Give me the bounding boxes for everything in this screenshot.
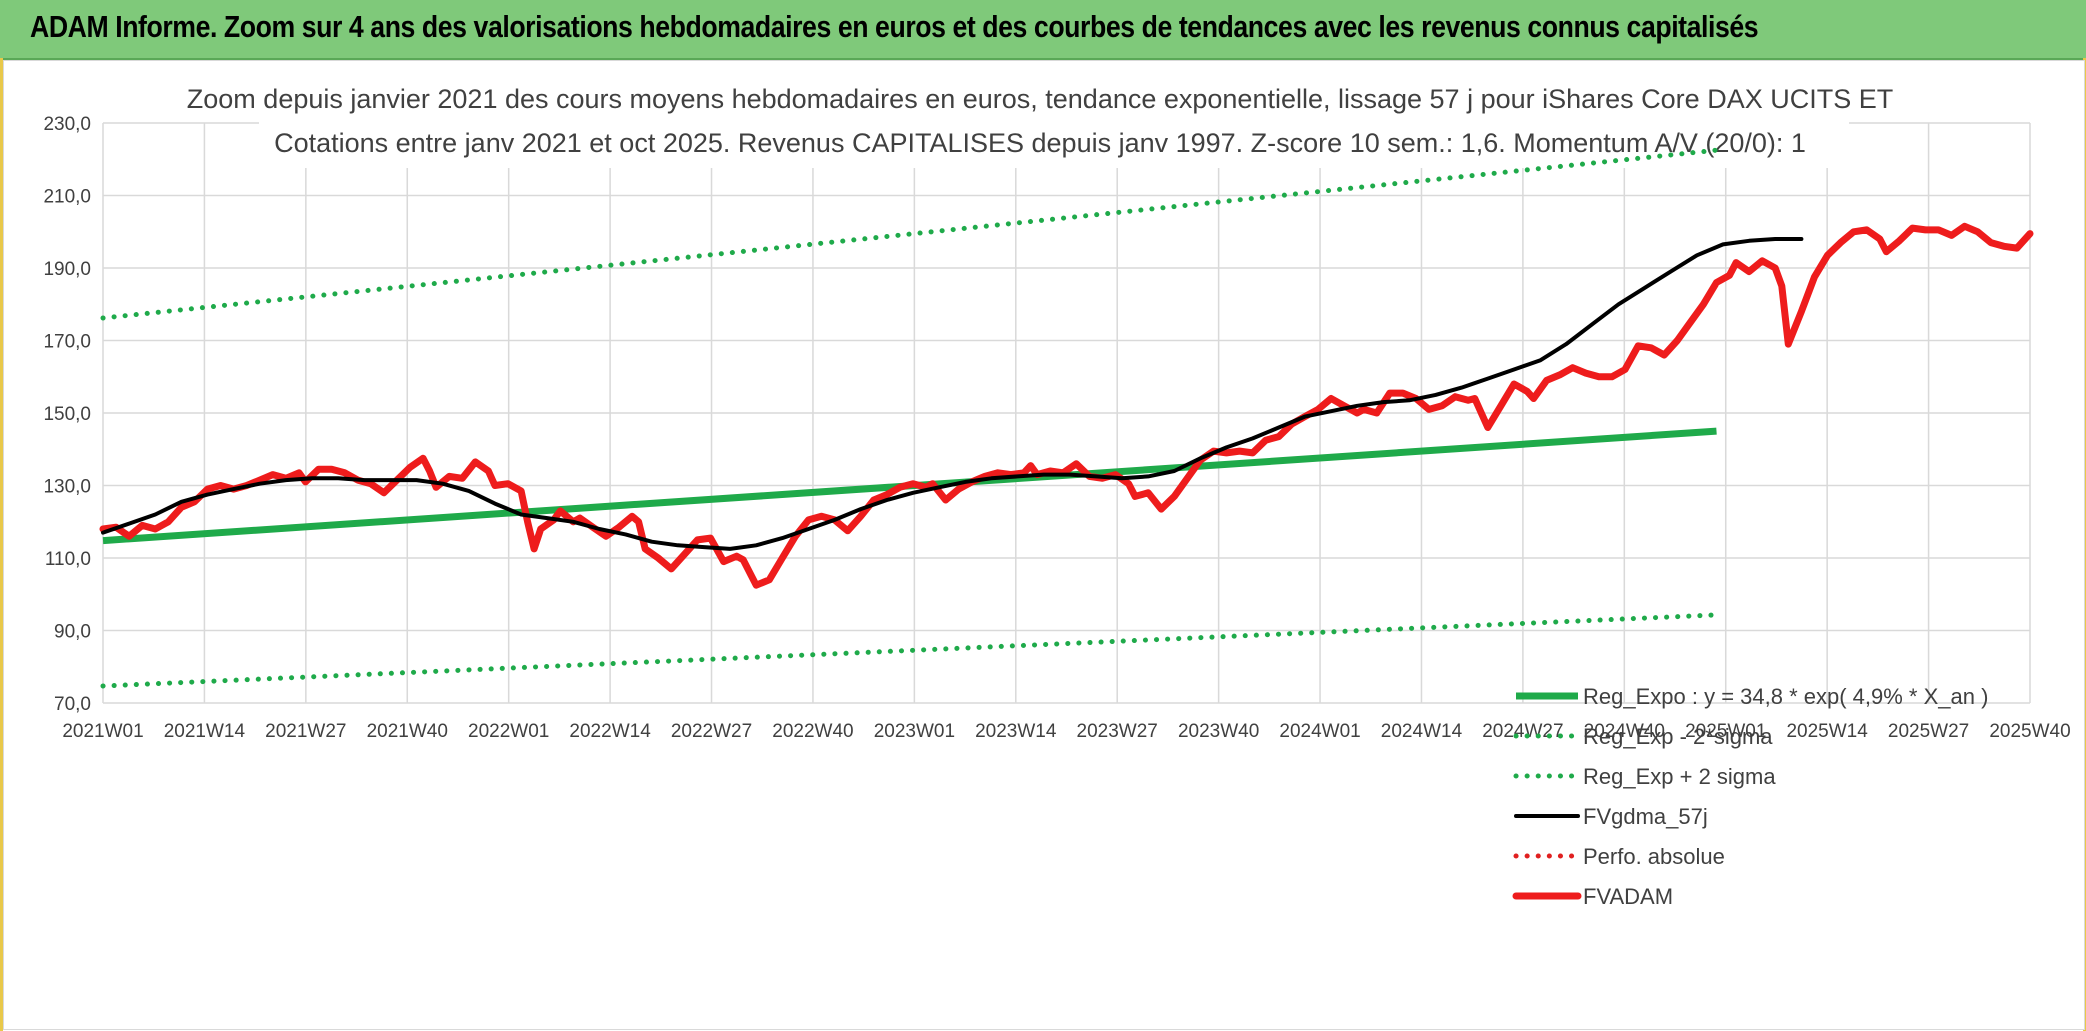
y-tick-label: 90,0 bbox=[54, 622, 91, 643]
legend-label: FVADAM bbox=[1583, 884, 1673, 909]
chart-title-line-1: Zoom depuis janvier 2021 des cours moyen… bbox=[187, 84, 1893, 114]
x-tick-label: 2022W14 bbox=[569, 721, 651, 742]
series-line-3 bbox=[101, 237, 1804, 551]
y-tick-label: 110,0 bbox=[45, 549, 91, 570]
chart-area: 70,0 90,0 110,0 130,0 150,0 170,0 190,0 210,0 23… bbox=[3, 60, 2085, 1030]
line-chart: 70,0 90,0 110,0 130,0 150,0 170,0 190,0 210,0 23… bbox=[43, 66, 2071, 909]
y-tick-label: 130,0 bbox=[43, 477, 91, 498]
grid-lines bbox=[102, 122, 2031, 704]
y-axis-ticks: 70,0 90,0 110,0 130,0 150,0 170,0 190,0 210,0 23… bbox=[43, 114, 91, 715]
x-tick-label: 2025W14 bbox=[1786, 721, 1868, 742]
x-axis-ticks: 2021W01 2021W14 2021W27 2021W40 2022W01 2022W… bbox=[62, 721, 2070, 742]
x-tick-label: 2025W01 bbox=[1685, 721, 1766, 742]
x-tick-label: 2023W40 bbox=[1178, 721, 1259, 742]
series-layer bbox=[99, 147, 2034, 689]
legend-label: Perfo. absolue bbox=[1583, 844, 1725, 869]
series-line-1 bbox=[100, 612, 1719, 689]
legend: Reg_Expo : y = 34,8 * exp( 4,9% * X_an )… bbox=[1512, 684, 1988, 909]
y-tick-label: 190,0 bbox=[43, 259, 91, 280]
series-line-5 bbox=[99, 222, 2034, 589]
x-tick-label: 2023W14 bbox=[975, 721, 1057, 742]
x-tick-label: 2023W01 bbox=[874, 721, 955, 742]
y-tick-label: 150,0 bbox=[43, 404, 91, 425]
x-tick-label: 2022W27 bbox=[671, 721, 752, 742]
left-border bbox=[0, 58, 3, 1031]
x-tick-label: 2024W14 bbox=[1381, 721, 1463, 742]
chart-title-line-2: Cotations entre janv 2021 et oct 2025. R… bbox=[274, 128, 1806, 158]
y-tick-label: 210,0 bbox=[43, 187, 91, 208]
x-tick-label: 2021W27 bbox=[265, 721, 346, 742]
legend-label: Reg_Exp - 2*sigma bbox=[1583, 724, 1773, 749]
legend-label: Reg_Expo : y = 34,8 * exp( 4,9% * X_an ) bbox=[1583, 684, 1988, 709]
report-banner: ADAM Informe. Zoom sur 4 ans des valoris… bbox=[0, 0, 2086, 60]
legend-label: FVgdma_57j bbox=[1583, 804, 1708, 829]
series-line-2 bbox=[100, 147, 1719, 321]
x-tick-label: 2025W27 bbox=[1888, 721, 1969, 742]
title-background bbox=[259, 66, 1849, 168]
x-tick-label: 2022W40 bbox=[772, 721, 853, 742]
x-tick-label: 2025W40 bbox=[1989, 721, 2070, 742]
x-tick-label: 2024W01 bbox=[1279, 721, 1360, 742]
legend-label: Reg_Exp + 2 sigma bbox=[1583, 764, 1776, 789]
report-title: ADAM Informe. Zoom sur 4 ans des valoris… bbox=[30, 9, 1759, 44]
x-tick-label: 2021W14 bbox=[164, 721, 246, 742]
x-tick-label: 2024W40 bbox=[1584, 721, 1665, 742]
x-tick-label: 2024W27 bbox=[1482, 721, 1563, 742]
y-tick-label: 70,0 bbox=[54, 694, 91, 715]
x-tick-label: 2021W40 bbox=[367, 721, 448, 742]
x-tick-label: 2022W01 bbox=[468, 721, 549, 742]
y-tick-label: 170,0 bbox=[43, 332, 91, 353]
x-tick-label: 2023W27 bbox=[1077, 721, 1158, 742]
x-tick-label: 2021W01 bbox=[62, 721, 143, 742]
y-tick-label: 230,0 bbox=[43, 114, 91, 135]
